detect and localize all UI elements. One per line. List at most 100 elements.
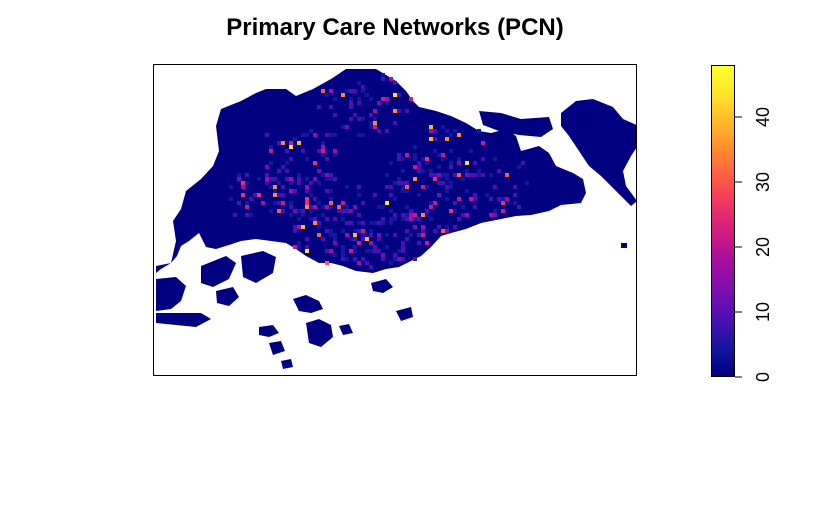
raster-cell xyxy=(241,181,245,185)
raster-cell xyxy=(329,201,333,205)
raster-cell xyxy=(305,237,309,241)
raster-cell xyxy=(273,201,277,205)
raster-cell xyxy=(501,201,505,205)
raster-cell xyxy=(373,125,377,129)
raster-cell xyxy=(313,177,317,181)
raster-cell xyxy=(417,193,421,197)
raster-cell xyxy=(393,81,397,85)
raster-cell xyxy=(397,153,401,157)
raster-cell xyxy=(353,233,357,237)
islet xyxy=(156,313,211,327)
raster-cell xyxy=(425,157,429,161)
raster-cell xyxy=(269,209,273,213)
raster-cell xyxy=(465,213,469,217)
raster-cell xyxy=(353,245,357,249)
raster-cell xyxy=(405,189,409,193)
raster-cell xyxy=(441,181,445,185)
raster-cell xyxy=(281,193,285,197)
raster-cell xyxy=(361,117,365,121)
raster-cell xyxy=(393,257,397,261)
raster-cell xyxy=(341,93,345,97)
raster-cell xyxy=(265,165,269,169)
raster-cell xyxy=(349,221,353,225)
raster-cell xyxy=(301,213,305,217)
raster-cell xyxy=(453,209,457,213)
raster-cell xyxy=(353,113,357,117)
raster-cell xyxy=(489,197,493,201)
raster-cell xyxy=(365,249,369,253)
raster-cell xyxy=(341,249,345,253)
raster-cell xyxy=(325,229,329,233)
legend-tick-label: 10 xyxy=(753,302,773,322)
raster-cell xyxy=(237,173,241,177)
raster-cell xyxy=(333,253,337,257)
raster-cell xyxy=(417,165,421,169)
islet xyxy=(259,325,279,337)
raster-cell xyxy=(293,209,297,213)
raster-cell xyxy=(401,213,405,217)
raster-cell xyxy=(449,181,453,185)
raster-cell xyxy=(333,241,337,245)
raster-cell xyxy=(493,185,497,189)
raster-cell xyxy=(421,185,425,189)
raster-cell xyxy=(305,189,309,193)
raster-cell xyxy=(233,213,237,217)
raster-cell xyxy=(385,201,389,205)
raster-cell xyxy=(385,245,389,249)
raster-cell xyxy=(405,213,409,217)
raster-cell xyxy=(297,181,301,185)
raster-cell xyxy=(345,125,349,129)
raster-cell xyxy=(269,185,273,189)
raster-cell xyxy=(317,169,321,173)
raster-cell xyxy=(337,209,341,213)
raster-cell xyxy=(421,233,425,237)
raster-cell xyxy=(393,253,397,257)
raster-cell xyxy=(389,193,393,197)
raster-cell xyxy=(389,261,393,265)
raster-cell xyxy=(269,161,273,165)
raster-cell xyxy=(421,157,425,161)
raster-cell xyxy=(357,97,361,101)
raster-cell xyxy=(357,101,361,105)
raster-cell xyxy=(437,225,441,229)
raster-cell xyxy=(297,245,301,249)
raster-cell xyxy=(313,161,317,165)
raster-cell xyxy=(313,217,317,221)
raster-cell xyxy=(361,257,365,261)
raster-cell xyxy=(397,181,401,185)
raster-cell xyxy=(473,173,477,177)
raster-cell xyxy=(453,225,457,229)
raster-cell xyxy=(341,201,345,205)
raster-cell xyxy=(401,181,405,185)
raster-cell xyxy=(329,133,333,137)
raster-cell xyxy=(317,221,321,225)
raster-cell xyxy=(409,233,413,237)
raster-cell xyxy=(357,185,361,189)
raster-cell xyxy=(453,201,457,205)
islet xyxy=(293,295,323,313)
raster-cell xyxy=(369,125,373,129)
raster-cell xyxy=(393,181,397,185)
raster-cell xyxy=(501,209,505,213)
raster-cell xyxy=(357,193,361,197)
raster-cell xyxy=(405,237,409,241)
raster-cell xyxy=(325,261,329,265)
raster-cell xyxy=(433,149,437,153)
raster-cell xyxy=(237,201,241,205)
raster-cell xyxy=(393,121,397,125)
raster-cell xyxy=(397,109,401,113)
raster-cell xyxy=(345,221,349,225)
raster-cell xyxy=(325,157,329,161)
raster-cell xyxy=(265,177,269,181)
raster-cell xyxy=(333,177,337,181)
raster-cell xyxy=(361,89,365,93)
raster-cell xyxy=(469,173,473,177)
raster-cell xyxy=(433,129,437,133)
raster-cell xyxy=(477,129,481,133)
raster-cell xyxy=(313,197,317,201)
raster-cell xyxy=(525,181,529,185)
islet xyxy=(306,319,333,347)
raster-cell xyxy=(425,241,429,245)
raster-cell xyxy=(513,201,517,205)
raster-cell xyxy=(441,157,445,161)
